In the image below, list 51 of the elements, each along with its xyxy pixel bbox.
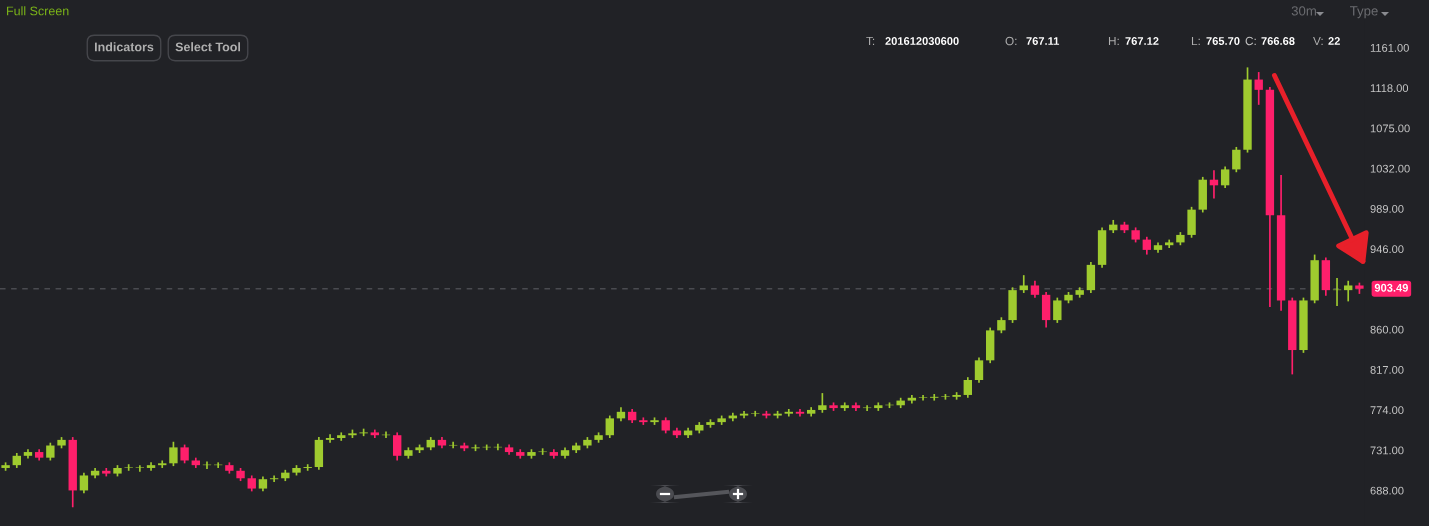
candlestick (124, 463, 133, 472)
y-tick-label: 1032.00 (1370, 164, 1410, 173)
annotation: V: (1313, 36, 1323, 46)
annotation: H: (1108, 36, 1119, 46)
annotation: Indicators (94, 42, 154, 52)
annotation: 765.70 (1206, 37, 1240, 45)
candlestick (1254, 71, 1263, 106)
candlestick (1344, 279, 1353, 303)
candlestick (918, 394, 928, 402)
y-tick-label: 1118.00 (1370, 84, 1409, 93)
y-tick-label: 688.00 (1370, 486, 1404, 495)
candlestick (1220, 165, 1230, 189)
candlestick (818, 392, 827, 414)
annotation: 767.12 (1125, 37, 1159, 45)
annotation: 766.68 (1261, 37, 1295, 45)
annotation: 201612030600 (885, 37, 959, 45)
y-tick-label: 817.00 (1370, 365, 1404, 374)
y-tick-label: 731.00 (1370, 446, 1404, 455)
candlestick (974, 356, 984, 384)
candlestick (448, 440, 458, 450)
y-tick-label: 774.00 (1370, 406, 1404, 415)
y-tick-label: 1075.00 (1370, 124, 1410, 133)
annotation: O: (1005, 36, 1017, 46)
annotation: C: (1245, 36, 1256, 46)
candlestick (605, 414, 614, 439)
y-tick-label: 989.00 (1370, 204, 1404, 213)
candlestick (325, 433, 335, 444)
candlestick (135, 464, 145, 473)
annotation: 22 (1328, 37, 1340, 45)
candlestick (1053, 296, 1062, 324)
candlestick (169, 440, 178, 467)
annotation: Full Screen (7, 6, 69, 16)
y-tick-label: 1161.00 (1370, 44, 1409, 52)
ref-line-label: 903.49 (1374, 283, 1408, 292)
y-tick-label: 946.00 (1370, 245, 1404, 254)
annotation: Type (1349, 6, 1378, 19)
candlestick (158, 459, 167, 469)
candlestick (1232, 146, 1241, 174)
annotation: T: (866, 36, 875, 46)
candlestick (79, 471, 89, 495)
candlestick (180, 443, 189, 465)
annotation: L: (1191, 36, 1200, 46)
annotation: Select Tool (175, 42, 240, 52)
candlestick (269, 474, 279, 483)
candlestick (963, 376, 972, 399)
candlestick (393, 431, 402, 462)
annotation: 767.11 (1026, 37, 1060, 45)
candlestick (303, 463, 312, 472)
candlestick (930, 393, 939, 402)
y-tick-label: 860.00 (1370, 325, 1404, 334)
annotation: 30m (1291, 6, 1316, 16)
